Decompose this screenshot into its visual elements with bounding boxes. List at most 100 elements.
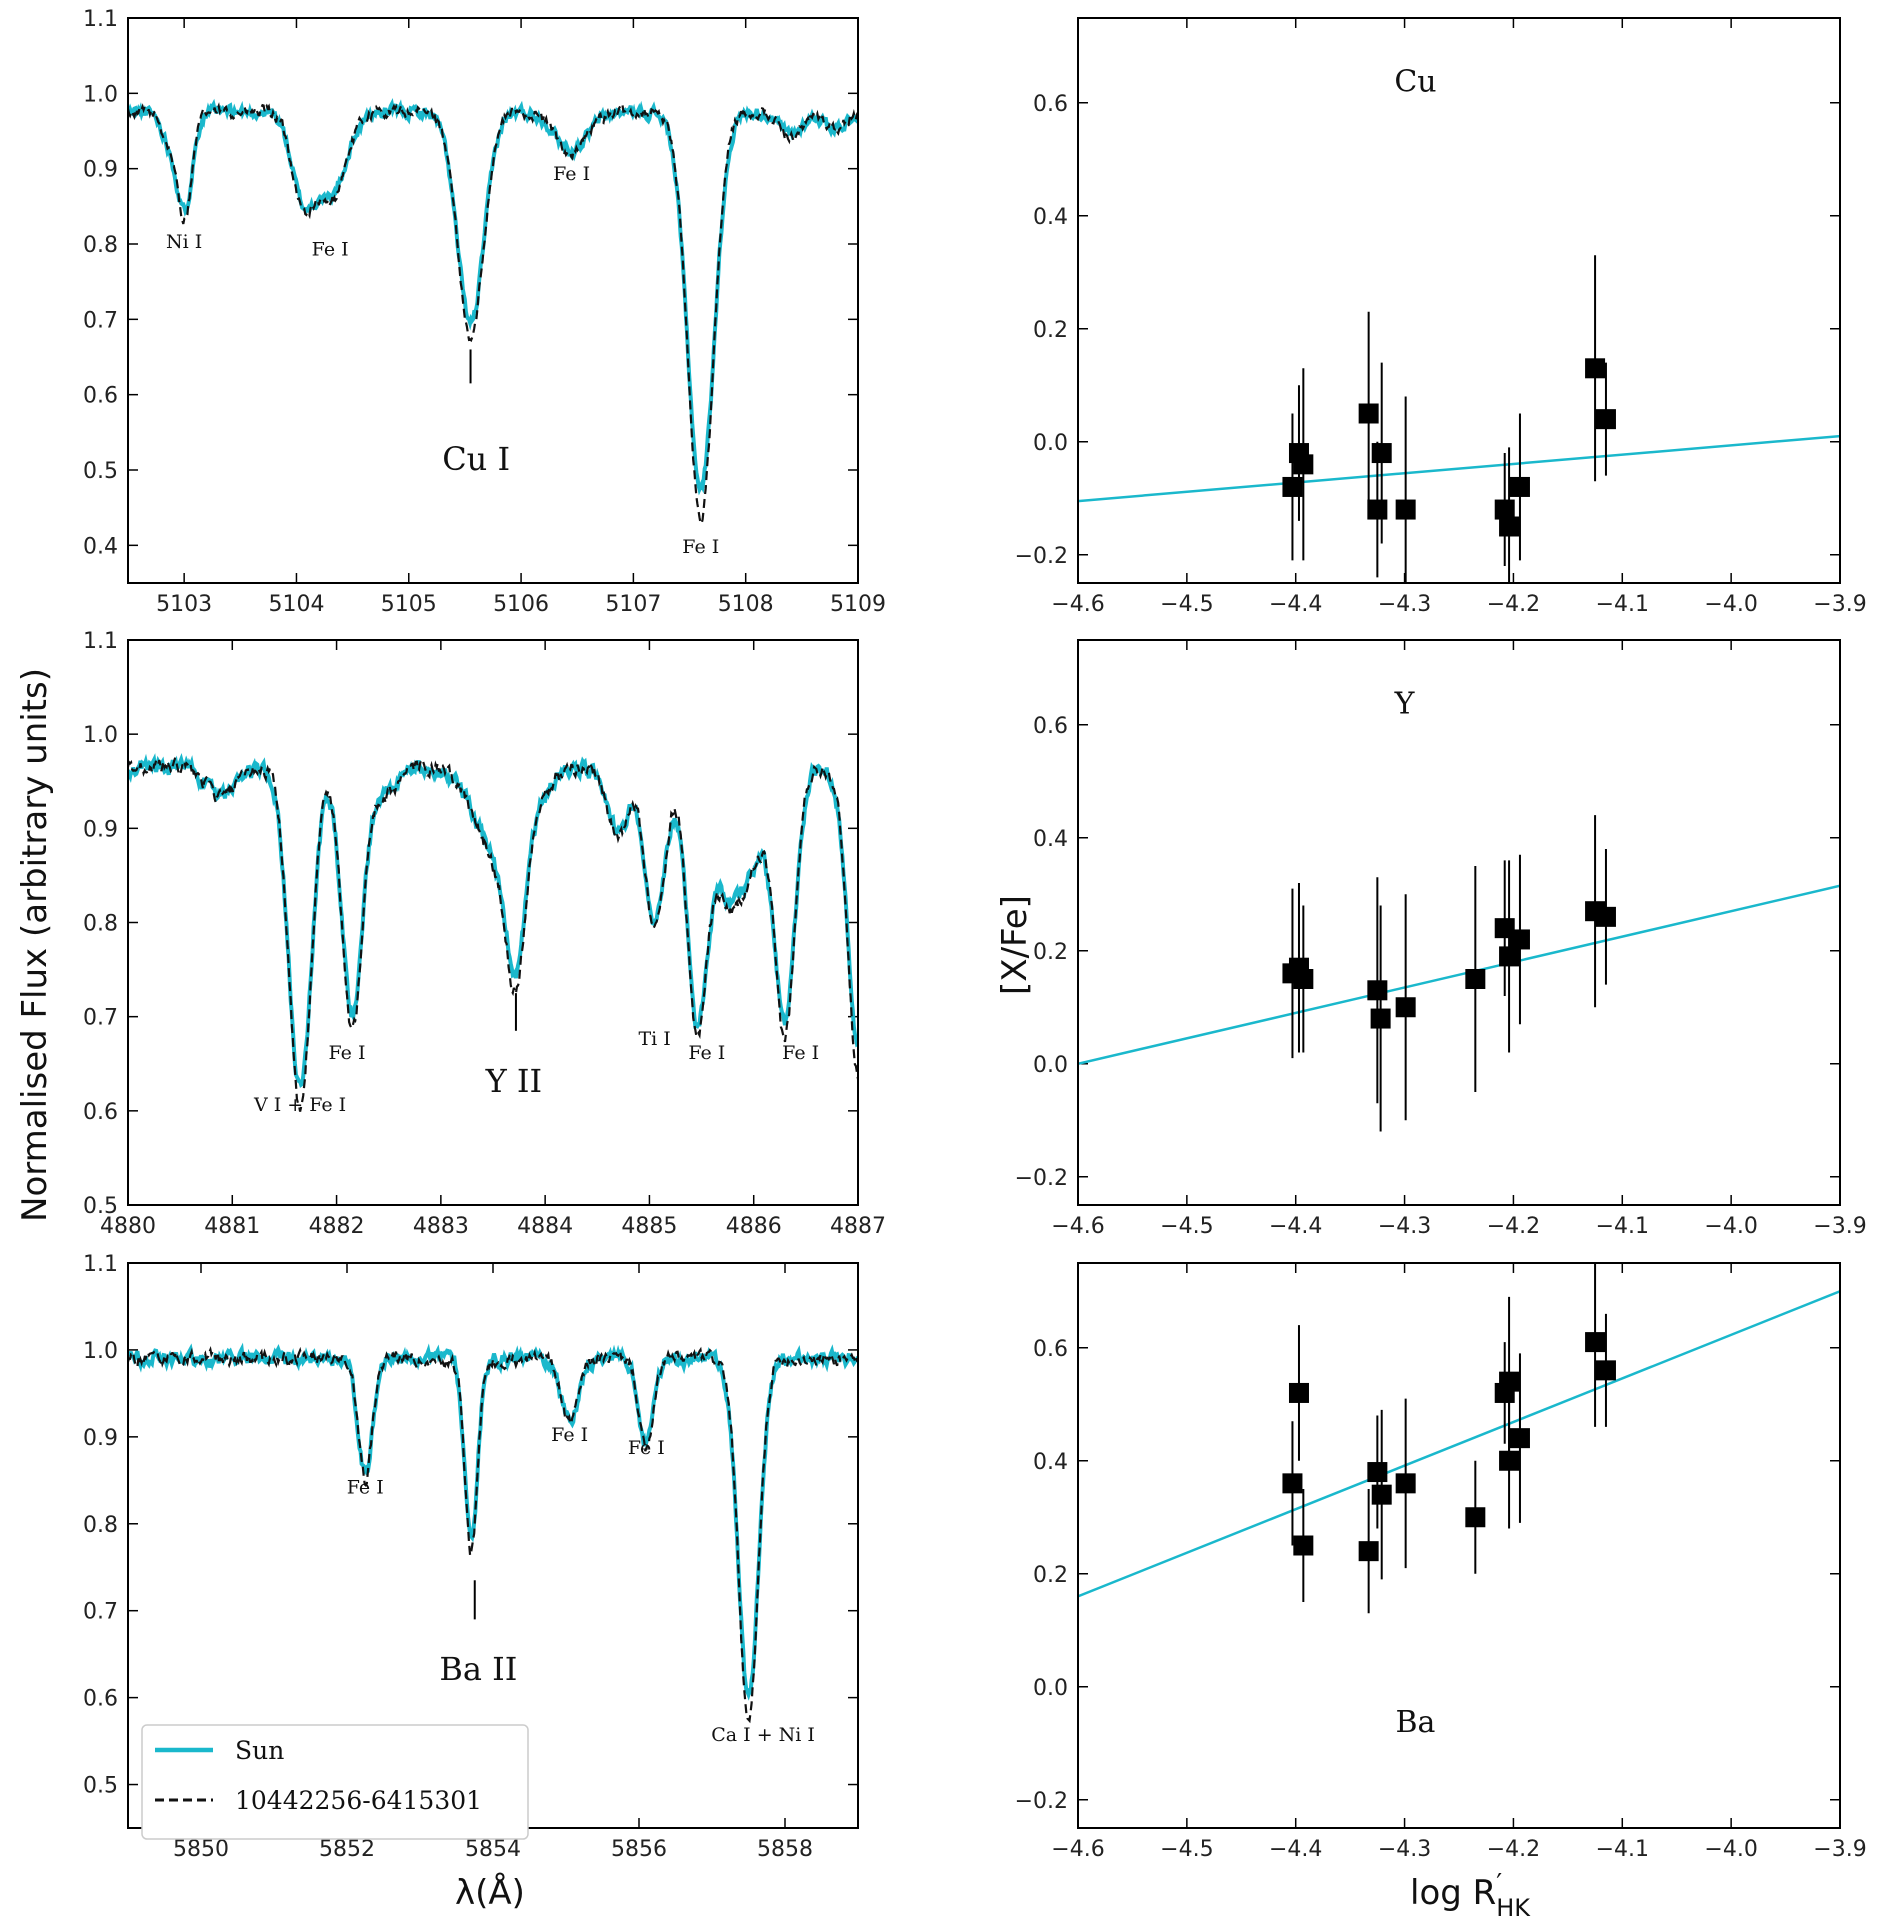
y-tick-label: 1.0 — [83, 82, 118, 107]
y-tick-label: 0.4 — [1033, 827, 1068, 852]
x-tick-label: 5856 — [611, 1837, 667, 1862]
data-point — [1293, 454, 1314, 475]
x-axis-label-activity-main: log R — [1410, 1873, 1496, 1913]
plot-frame — [1077, 639, 1841, 1206]
x-tick-label: 5852 — [319, 1837, 375, 1862]
data-point — [1395, 997, 1416, 1018]
x-tick-label: −3.9 — [1813, 592, 1866, 617]
element-line-label: Ba II — [439, 1650, 517, 1688]
data-point — [1358, 403, 1379, 424]
y-axis-label-flux: Normalised Flux (arbitrary units) — [15, 668, 55, 1222]
data-point — [1367, 499, 1388, 520]
data-point — [1371, 443, 1392, 464]
abundance-panel-y: −4.6 −4.5 −4.4 −4.3 −4.2 −4.1 −4.0 −3.9 −0.2 0.0 0… — [1015, 639, 1867, 1239]
line-label: Fe I — [347, 1476, 384, 1498]
x-tick-label: −4.5 — [1160, 1837, 1213, 1862]
spectrum-panel-y: 4880 4881 4882 4883 4884 4885 4886 4887 0.5 0.6 0.… — [83, 629, 886, 1239]
y-tick-label: −0.2 — [1015, 1789, 1068, 1814]
x-tick-label: 4881 — [204, 1214, 260, 1239]
x-tick-label: −3.9 — [1813, 1837, 1866, 1862]
star-spectrum-line — [128, 101, 858, 525]
line-label: Fe I — [628, 1437, 665, 1459]
y-tick-label: 0.4 — [1033, 1450, 1068, 1475]
y-tick-label: 0.6 — [83, 1100, 118, 1125]
x-axis-label-activity: log R′ HK — [1410, 1869, 1531, 1916]
line-label: Fe I — [782, 1042, 819, 1064]
data-point — [1499, 1371, 1520, 1392]
y-tick-label: 0.7 — [83, 1600, 118, 1625]
data-point — [1395, 1473, 1416, 1494]
x-tick-label: 4887 — [830, 1214, 886, 1239]
legend-star-label: 10442256-6415301 — [235, 1786, 482, 1815]
data-point — [1371, 1484, 1392, 1505]
x-tick-label: 5103 — [156, 592, 212, 617]
y-tick-label: 0.0 — [1033, 431, 1068, 456]
x-tick-label: −4.4 — [1269, 1837, 1322, 1862]
data-point — [1465, 1507, 1486, 1528]
y-tick-label: 0.5 — [83, 1774, 118, 1799]
y-tick-label: 0.4 — [1033, 205, 1068, 230]
y-tick-label: 0.2 — [1033, 318, 1068, 343]
plot-frame — [1077, 17, 1841, 584]
y-tick-label: 1.1 — [83, 1252, 118, 1277]
plot-frame — [1077, 1262, 1841, 1829]
x-tick-label: −4.4 — [1269, 592, 1322, 617]
x-tick-label: −4.5 — [1160, 1214, 1213, 1239]
y-tick-label: 1.1 — [83, 629, 118, 654]
x-tick-label: −4.3 — [1378, 592, 1431, 617]
data-point — [1595, 906, 1616, 927]
x-tick-label: −4.2 — [1487, 1214, 1540, 1239]
x-tick-label: −4.6 — [1051, 1214, 1104, 1239]
y-tick-label: −0.2 — [1015, 544, 1068, 569]
spectrum-panel-cu: 5103 5104 5105 5106 5107 5108 5109 0.4 0.5 0.6 0.7… — [83, 7, 886, 617]
data-point — [1293, 1535, 1314, 1556]
sun-spectrum-line — [128, 1342, 858, 1701]
y-tick-label: 0.8 — [83, 912, 118, 937]
y-tick-label: 0.0 — [1033, 1676, 1068, 1701]
abundance-panel-ba: −4.6 −4.5 −4.4 −4.3 −4.2 −4.1 −4.0 −3.9 −0.2 0.0 0… — [1015, 1262, 1867, 1862]
trend-line — [1078, 434, 1840, 503]
data-point — [1595, 1360, 1616, 1381]
legend-sun-label: Sun — [235, 1736, 284, 1765]
y-tick-label: 0.9 — [83, 1426, 118, 1451]
y-tick-label: 0.9 — [83, 158, 118, 183]
data-point — [1499, 946, 1520, 967]
x-tick-label: 4884 — [517, 1214, 573, 1239]
data-point — [1395, 499, 1416, 520]
x-tick-label: −4.0 — [1704, 1214, 1757, 1239]
x-tick-label: −4.2 — [1487, 1837, 1540, 1862]
x-tick-label: −4.0 — [1704, 592, 1757, 617]
element-label: Y — [1394, 686, 1416, 721]
y-tick-label: 0.5 — [83, 1194, 118, 1219]
data-point — [1367, 980, 1388, 1001]
x-tick-label: −4.1 — [1596, 592, 1649, 617]
line-label: Ti I — [638, 1028, 670, 1050]
x-tick-label: 5107 — [605, 592, 661, 617]
data-point — [1509, 929, 1530, 950]
x-tick-label: 5858 — [757, 1837, 813, 1862]
y-tick-label: 0.0 — [1033, 1053, 1068, 1078]
plot-frame — [127, 639, 859, 1206]
data-point — [1465, 969, 1486, 989]
x-tick-label: −4.3 — [1378, 1837, 1431, 1862]
element-line-label: Cu I — [442, 440, 510, 478]
data-point — [1499, 516, 1520, 537]
star-spectrum-line — [128, 1345, 858, 1724]
x-tick-label: 5108 — [718, 592, 774, 617]
y-tick-label: 0.6 — [83, 1687, 118, 1712]
line-label: V I + Fe I — [253, 1094, 346, 1116]
line-label: Fe I — [682, 536, 719, 558]
x-tick-label: 5104 — [268, 592, 324, 617]
y-tick-label: 0.2 — [1033, 940, 1068, 965]
x-tick-label: −4.4 — [1269, 1214, 1322, 1239]
x-tick-label: −3.9 — [1813, 1214, 1866, 1239]
line-label: Ca I + Ni I — [711, 1724, 815, 1746]
y-tick-label: 0.4 — [83, 534, 118, 559]
element-label: Ba — [1395, 1705, 1435, 1740]
y-tick-label: 0.8 — [83, 1513, 118, 1538]
y-tick-label: 1.1 — [83, 7, 118, 32]
data-point — [1585, 358, 1606, 379]
y-tick-label: 0.7 — [83, 308, 118, 333]
data-point — [1293, 969, 1314, 989]
data-point — [1585, 1332, 1606, 1353]
